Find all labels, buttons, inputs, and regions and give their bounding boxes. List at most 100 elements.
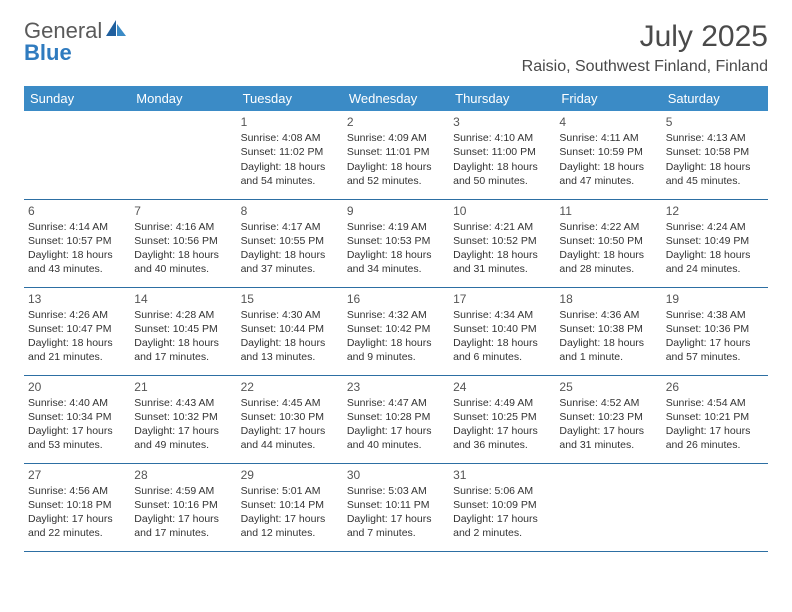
calendar-cell: 6Sunrise: 4:14 AMSunset: 10:57 PMDayligh… [24,199,130,287]
day-number: 9 [347,203,445,219]
calendar-row: 6Sunrise: 4:14 AMSunset: 10:57 PM Dayligh… [24,199,768,287]
day-number: 25 [559,379,657,395]
sunset-text: Sunset: 10:30 PM [241,410,339,424]
sunrise-text: Sunrise: 4:17 AM [241,220,339,234]
sunset-text: Sunset: 10:55 PM [241,234,339,248]
weekday-tuesday: Tuesday [237,86,343,111]
calendar-cell: 16Sunrise: 4:32 AMSunset: 10:42 PMDaylig… [343,287,449,375]
sail-icon [106,20,128,42]
calendar-body: 1Sunrise: 4:08 AMSunset: 11:02 PMDayligh… [24,111,768,551]
sunrise-text: Sunrise: 4:54 AM [666,396,764,410]
sunset-text: Sunset: 10:14 PM [241,498,339,512]
day-number: 30 [347,467,445,483]
daylight-text: Daylight: 17 hours and 57 minutes. [666,336,764,364]
sunset-text: Sunset: 11:02 PM [241,145,339,159]
calendar-cell: 9Sunrise: 4:19 AMSunset: 10:53 PMDayligh… [343,199,449,287]
sunset-text: Sunset: 10:58 PM [666,145,764,159]
daylight-text: Daylight: 17 hours and 53 minutes. [28,424,126,452]
calendar-cell: 15Sunrise: 4:30 AMSunset: 10:44 PMDaylig… [237,287,343,375]
day-number: 28 [134,467,232,483]
sunrise-text: Sunrise: 4:56 AM [28,484,126,498]
sunrise-text: Sunrise: 4:43 AM [134,396,232,410]
calendar-row: 1Sunrise: 4:08 AMSunset: 11:02 PMDayligh… [24,111,768,199]
sunrise-text: Sunrise: 4:34 AM [453,308,551,322]
calendar-cell: 17Sunrise: 4:34 AMSunset: 10:40 PMDaylig… [449,287,555,375]
calendar-cell: 4Sunrise: 4:11 AMSunset: 10:59 PMDayligh… [555,111,661,199]
day-number: 17 [453,291,551,307]
calendar-row: 13Sunrise: 4:26 AMSunset: 10:47 PMDaylig… [24,287,768,375]
sunset-text: Sunset: 10:52 PM [453,234,551,248]
sunrise-text: Sunrise: 4:14 AM [28,220,126,234]
calendar-cell: 5Sunrise: 4:13 AMSunset: 10:58 PMDayligh… [662,111,768,199]
daylight-text: Daylight: 17 hours and 40 minutes. [347,424,445,452]
calendar-cell [555,463,661,551]
day-number: 12 [666,203,764,219]
sunset-text: Sunset: 10:32 PM [134,410,232,424]
day-number: 22 [241,379,339,395]
daylight-text: Daylight: 18 hours and 54 minutes. [241,160,339,188]
day-number: 8 [241,203,339,219]
calendar-table: Sunday Monday Tuesday Wednesday Thursday… [24,86,768,552]
sunrise-text: Sunrise: 4:45 AM [241,396,339,410]
sunset-text: Sunset: 10:42 PM [347,322,445,336]
daylight-text: Daylight: 17 hours and 12 minutes. [241,512,339,540]
weekday-header-row: Sunday Monday Tuesday Wednesday Thursday… [24,86,768,111]
sunrise-text: Sunrise: 4:26 AM [28,308,126,322]
sunrise-text: Sunrise: 4:49 AM [453,396,551,410]
brand-blue: Blue [24,40,72,65]
daylight-text: Daylight: 17 hours and 17 minutes. [134,512,232,540]
calendar-cell: 11Sunrise: 4:22 AMSunset: 10:50 PMDaylig… [555,199,661,287]
sunset-text: Sunset: 11:01 PM [347,145,445,159]
sunrise-text: Sunrise: 4:09 AM [347,131,445,145]
calendar-cell: 20Sunrise: 4:40 AMSunset: 10:34 PMDaylig… [24,375,130,463]
daylight-text: Daylight: 18 hours and 31 minutes. [453,248,551,276]
calendar-cell: 31Sunrise: 5:06 AMSunset: 10:09 PMDaylig… [449,463,555,551]
sunrise-text: Sunrise: 5:03 AM [347,484,445,498]
calendar-cell [130,111,236,199]
sunset-text: Sunset: 10:56 PM [134,234,232,248]
day-number: 6 [28,203,126,219]
sunrise-text: Sunrise: 4:52 AM [559,396,657,410]
sunset-text: Sunset: 10:25 PM [453,410,551,424]
day-number: 3 [453,114,551,130]
daylight-text: Daylight: 17 hours and 22 minutes. [28,512,126,540]
daylight-text: Daylight: 18 hours and 47 minutes. [559,160,657,188]
sunset-text: Sunset: 10:11 PM [347,498,445,512]
calendar-cell: 10Sunrise: 4:21 AMSunset: 10:52 PMDaylig… [449,199,555,287]
calendar-cell: 19Sunrise: 4:38 AMSunset: 10:36 PMDaylig… [662,287,768,375]
calendar-cell: 27Sunrise: 4:56 AMSunset: 10:18 PMDaylig… [24,463,130,551]
sunrise-text: Sunrise: 4:30 AM [241,308,339,322]
calendar-cell: 22Sunrise: 4:45 AMSunset: 10:30 PMDaylig… [237,375,343,463]
sunset-text: Sunset: 10:21 PM [666,410,764,424]
calendar-cell: 18Sunrise: 4:36 AMSunset: 10:38 PMDaylig… [555,287,661,375]
calendar-cell: 26Sunrise: 4:54 AMSunset: 10:21 PMDaylig… [662,375,768,463]
calendar-cell: 3Sunrise: 4:10 AMSunset: 11:00 PMDayligh… [449,111,555,199]
sunset-text: Sunset: 10:36 PM [666,322,764,336]
sunset-text: Sunset: 10:44 PM [241,322,339,336]
sunrise-text: Sunrise: 4:59 AM [134,484,232,498]
sunset-text: Sunset: 10:40 PM [453,322,551,336]
daylight-text: Daylight: 18 hours and 52 minutes. [347,160,445,188]
calendar-cell: 12Sunrise: 4:24 AMSunset: 10:49 PMDaylig… [662,199,768,287]
day-number: 1 [241,114,339,130]
title-block: July 2025 Raisio, Southwest Finland, Fin… [522,20,768,76]
daylight-text: Daylight: 18 hours and 34 minutes. [347,248,445,276]
sunrise-text: Sunrise: 4:13 AM [666,131,764,145]
day-number: 21 [134,379,232,395]
sunset-text: Sunset: 11:00 PM [453,145,551,159]
day-number: 15 [241,291,339,307]
daylight-text: Daylight: 18 hours and 1 minute. [559,336,657,364]
sunset-text: Sunset: 10:28 PM [347,410,445,424]
calendar-row: 20Sunrise: 4:40 AMSunset: 10:34 PMDaylig… [24,375,768,463]
sunset-text: Sunset: 10:57 PM [28,234,126,248]
weekday-saturday: Saturday [662,86,768,111]
calendar-cell: 28Sunrise: 4:59 AMSunset: 10:16 PMDaylig… [130,463,236,551]
weekday-wednesday: Wednesday [343,86,449,111]
sunrise-text: Sunrise: 4:10 AM [453,131,551,145]
daylight-text: Daylight: 17 hours and 31 minutes. [559,424,657,452]
daylight-text: Daylight: 18 hours and 28 minutes. [559,248,657,276]
calendar-cell: 24Sunrise: 4:49 AMSunset: 10:25 PMDaylig… [449,375,555,463]
daylight-text: Daylight: 18 hours and 37 minutes. [241,248,339,276]
month-title: July 2025 [522,20,768,54]
sunrise-text: Sunrise: 5:06 AM [453,484,551,498]
